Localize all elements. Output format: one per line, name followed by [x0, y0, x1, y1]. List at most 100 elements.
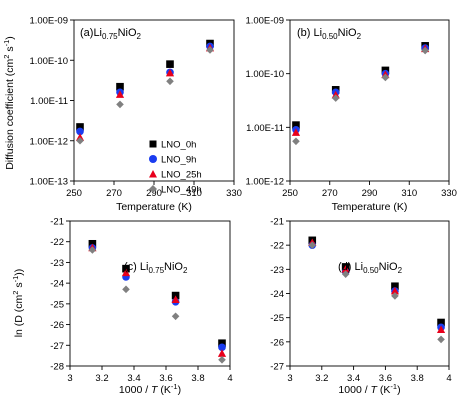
panels: 250 270 290 310 330 1.00E-13 1.00E-12 1.00E-11 1…	[29, 16, 456, 397]
data-point	[218, 355, 226, 364]
x-tick-label: 270	[322, 188, 338, 199]
data-point	[116, 82, 124, 91]
series-lno-49h	[308, 241, 445, 344]
data-point	[171, 295, 180, 304]
series-lno-0h	[88, 239, 226, 348]
data-point	[437, 318, 445, 327]
data-point	[381, 73, 390, 82]
y-tick-label: 1.00E-11	[30, 96, 68, 107]
x-tick-label: 250	[282, 188, 298, 199]
y-tick-label: -24	[270, 289, 284, 300]
y-axis-label-bottom: ln (D (cm2 s-1))	[11, 269, 25, 338]
series-lno-0h	[292, 42, 429, 129]
data-point	[76, 127, 84, 136]
legend-entry-lno-49h: LNO_49h	[149, 185, 202, 196]
series-lno-25h	[308, 238, 446, 334]
series-lno-9h	[292, 44, 429, 134]
data-point	[308, 241, 317, 249]
panel-d: 3 3.2 3.4 3.6 3.8 4 -27 -26 -25 -24 -23 -22 -21 (d) L…	[270, 217, 451, 397]
data-point	[166, 60, 174, 68]
y-tick-label: -23	[270, 265, 284, 276]
data-point	[218, 339, 226, 348]
panel-a: 250 270 290 310 330 1.00E-13 1.00E-12 1.00E-11 1…	[29, 16, 241, 214]
legend-label: LNO_49h	[161, 185, 202, 196]
data-point	[341, 270, 350, 278]
data-point	[391, 282, 399, 291]
x-tick-label: 4	[446, 373, 451, 384]
x-tick-label: 3.6	[159, 373, 172, 384]
data-point	[115, 90, 125, 98]
series-lno-0h	[308, 236, 445, 327]
legend-entry-lno-9h: LNO_9h	[149, 155, 196, 166]
x-tick-label: 290	[362, 188, 378, 199]
panel-title: (a)Li0.75NiO2	[80, 27, 142, 41]
y-tick-label: -26	[270, 337, 284, 348]
data-point	[218, 343, 226, 352]
x-tick-label: 330	[441, 188, 457, 199]
data-point	[292, 121, 300, 129]
data-point	[76, 136, 84, 145]
y-tick-label: -21	[270, 217, 284, 228]
y-tick-label: 1.00E-13	[29, 177, 68, 188]
legend-label: LNO_9h	[161, 155, 196, 166]
data-point	[206, 46, 214, 54]
x-tick-label: 330	[226, 188, 242, 199]
data-point	[390, 286, 400, 295]
x-tick-label: 3.2	[95, 373, 108, 384]
y-tick-label: 1.00E-10	[245, 69, 284, 80]
panel-title: (c) Li0.75NiO2	[124, 261, 188, 275]
legend-entry-lno-25h: LNO_25h	[149, 170, 202, 181]
x-tick-label: 310	[186, 188, 202, 199]
data-point	[166, 77, 174, 86]
data-point	[437, 335, 445, 344]
data-point	[88, 246, 97, 254]
series-lno-25h	[88, 243, 227, 357]
data-point	[436, 325, 446, 334]
data-point	[171, 312, 180, 321]
x-tick-label: 3.4	[347, 373, 360, 384]
data-point	[391, 292, 399, 300]
data-point	[217, 349, 227, 357]
x-axis-label: 1000 / T (K-1)	[119, 382, 181, 396]
x-tick-label: 3	[67, 373, 72, 384]
x-tick-label: 270	[106, 188, 122, 199]
series-lno-0h	[76, 39, 214, 131]
x-tick-label: 310	[401, 188, 417, 199]
y-tick-label: -27	[50, 341, 64, 352]
series-lno-25h	[291, 44, 430, 136]
panel-title: (d) Li0.50NiO2	[338, 261, 403, 275]
y-tick-label: -26	[50, 320, 64, 331]
series-lno-9h	[88, 244, 226, 352]
x-axis-label: 1000 / T (K-1)	[338, 382, 400, 396]
legend-entry-lno-0h: LNO_0h	[149, 140, 196, 151]
legend-marker-square	[149, 140, 157, 148]
data-point	[165, 68, 175, 77]
y-tick-label: -21	[50, 217, 64, 228]
plot-frame	[69, 220, 231, 367]
y-tick-label: 1.00E-12	[29, 136, 68, 147]
x-tick-label: 3.4	[127, 373, 140, 384]
y-tick-label: -24	[50, 279, 64, 290]
x-tick-label: 3.6	[379, 373, 392, 384]
x-tick-label: 250	[66, 188, 82, 199]
data-point	[116, 100, 124, 109]
y-tick-label: 1.00E-11	[246, 123, 284, 134]
y-tick-label: -22	[50, 237, 64, 248]
data-point	[122, 285, 130, 294]
x-axis-label: Temperature (K)	[332, 201, 408, 213]
x-tick-label: 3.8	[411, 373, 424, 384]
y-tick-label: -22	[270, 241, 284, 252]
data-point	[421, 46, 429, 55]
x-axis-label: Temperature (K)	[116, 201, 192, 213]
legend-label: LNO_0h	[161, 140, 196, 151]
y-tick-label: 1.00E-10	[29, 56, 68, 67]
y-axis-label-top: Diffusion coefficient (cm2 s-1)	[2, 36, 16, 170]
x-tick-label: 3.8	[191, 373, 204, 384]
y-tick-label: 1.00E-12	[245, 177, 284, 188]
legend-marker-triangle	[149, 170, 157, 178]
legend-marker-circle	[149, 155, 157, 163]
x-tick-label: 290	[146, 188, 162, 199]
series-lno-9h	[76, 42, 214, 136]
y-tick-label: -27	[270, 362, 284, 373]
